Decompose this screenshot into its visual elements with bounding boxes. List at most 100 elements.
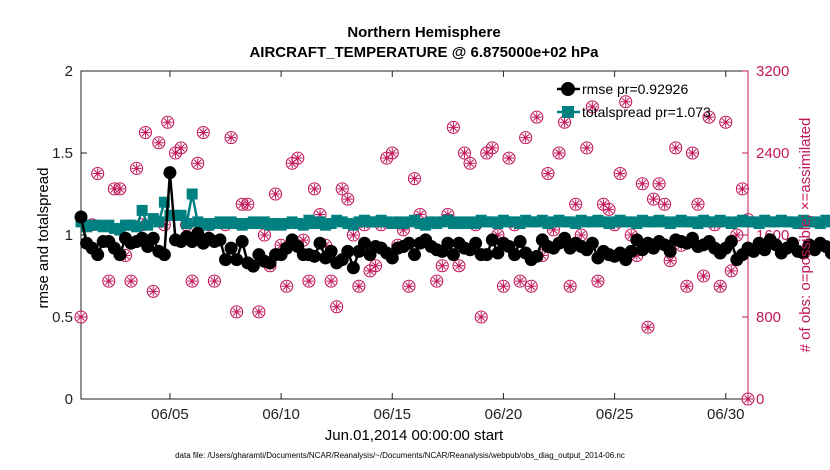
rmse-point — [146, 231, 160, 245]
totalspread-point — [597, 216, 609, 228]
obs-point — [224, 131, 238, 145]
totalspread-point — [564, 216, 576, 228]
totalspread-point — [358, 214, 370, 226]
legend-rmse-label: rmse pr=0.92926 — [582, 81, 688, 97]
totalspread-point — [81, 221, 93, 233]
obs-assimilated-marker — [410, 174, 419, 183]
obs-point — [619, 95, 633, 109]
rmse-point — [585, 236, 599, 250]
totalspread-point — [303, 214, 315, 226]
obs-point — [430, 274, 444, 288]
rmse-point — [346, 261, 360, 275]
totalspread-point — [525, 216, 537, 228]
obs-possible-marker — [241, 197, 255, 211]
rmse-point — [824, 246, 830, 260]
totalspread-point — [786, 216, 798, 228]
obs-point — [524, 279, 538, 293]
totalspread-point — [169, 209, 181, 221]
y-right-tick-label: 0 — [756, 391, 764, 408]
totalspread-point — [381, 216, 393, 228]
obs-possible-marker — [224, 131, 238, 145]
totalspread-point — [97, 221, 109, 233]
obs-assimilated-marker — [621, 97, 630, 106]
x-axis: 06/05 06/10 06/15 06/20 06/25 06/30 — [151, 71, 745, 423]
obs-point — [138, 125, 153, 140]
data-file-footer: data file: /Users/gharamti/Documents/NCA… — [175, 451, 625, 460]
obs-assimilated-marker — [660, 200, 669, 209]
totalspread-point — [542, 218, 554, 230]
rmse-point — [219, 253, 233, 267]
y-left-tick-label: 0.5 — [52, 309, 73, 326]
obs-possible-marker — [335, 182, 349, 196]
totalspread-point — [748, 216, 760, 228]
obs-possible-marker — [302, 274, 316, 288]
obs-assimilated-marker — [555, 149, 563, 157]
x-tick-label: 06/05 — [151, 406, 189, 423]
obs-point — [435, 259, 449, 273]
obs-point — [196, 125, 210, 140]
obs-possible-marker — [369, 259, 383, 273]
totalspread-point — [347, 219, 359, 231]
obs-possible-marker — [291, 151, 305, 165]
rmse-point — [341, 244, 355, 258]
totalspread-point — [692, 218, 704, 230]
obs-point — [74, 310, 88, 324]
totalspread-point — [681, 216, 693, 228]
obs-point — [691, 197, 705, 211]
obs-assimilated-marker — [449, 123, 458, 132]
totalspread-point — [164, 209, 176, 221]
obs-possible-marker — [635, 177, 649, 191]
rmse-point — [491, 246, 505, 260]
obs-assimilated-marker — [338, 184, 347, 193]
totalspread-point — [686, 216, 698, 228]
rmse-point — [163, 166, 177, 180]
obs-possible-marker — [402, 279, 416, 293]
obs-assimilated-marker — [193, 159, 202, 168]
obs-point — [502, 151, 516, 165]
totalspread-point — [514, 218, 526, 230]
totalspread-point — [386, 218, 398, 230]
obs-assimilated-marker — [516, 277, 524, 286]
totalspread-point — [825, 216, 830, 228]
obs-possible-marker — [435, 259, 449, 273]
totalspread-point — [331, 214, 343, 226]
obs-assimilated-marker — [432, 277, 441, 286]
x-tick-label: 06/30 — [707, 406, 745, 423]
totalspread-point — [214, 216, 226, 228]
totalspread-point — [759, 214, 771, 226]
obs-possible-marker — [724, 264, 738, 278]
obs-assimilated-marker — [327, 277, 336, 286]
obs-assimilated-marker — [721, 118, 730, 127]
obs-point — [113, 182, 127, 196]
obs-point — [352, 279, 366, 293]
totalspread-point — [703, 216, 715, 228]
obs-point — [741, 392, 755, 406]
totalspread-point — [481, 216, 493, 228]
totalspread-point — [392, 216, 404, 228]
rmse-point — [441, 236, 455, 250]
obs-point — [335, 182, 349, 196]
obs-assimilated-marker — [705, 113, 713, 122]
obs-assimilated-marker — [271, 190, 280, 198]
rmse-point — [513, 235, 527, 249]
obs-assimilated-marker — [682, 282, 691, 291]
totalspread-point — [625, 216, 637, 228]
obs-point — [541, 166, 555, 181]
obs-assimilated-marker — [132, 164, 141, 173]
totalspread-point — [153, 216, 165, 228]
totalspread-point — [675, 214, 687, 226]
obs-assimilated-marker — [694, 200, 702, 209]
obs-assimilated-marker — [477, 313, 486, 321]
obs-assimilated-marker — [638, 179, 647, 188]
obs-point — [407, 172, 422, 186]
x-tick-label: 06/10 — [262, 406, 300, 423]
totalspread-point — [158, 196, 170, 208]
obs-point — [724, 264, 738, 278]
obs-assimilated-marker — [532, 113, 541, 122]
totalspread-point — [253, 218, 265, 230]
totalspread-point — [536, 214, 548, 226]
totalspread-point — [570, 218, 582, 230]
obs-possible-marker — [513, 274, 527, 288]
obs-point — [446, 120, 460, 134]
obs-assimilated-marker — [455, 261, 463, 270]
